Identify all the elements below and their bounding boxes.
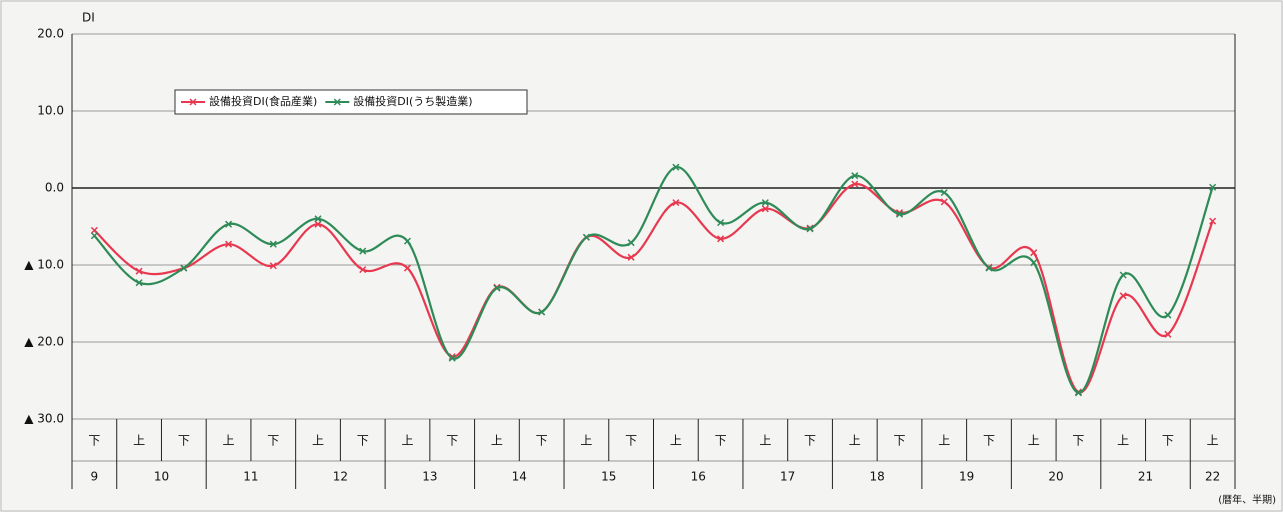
data-point	[940, 189, 948, 197]
data-point	[90, 232, 98, 240]
x-group-label: 13	[422, 470, 437, 484]
data-point	[493, 284, 501, 292]
data-point	[135, 267, 143, 275]
legend-label: 設備投資DI(食品産業)	[209, 94, 317, 108]
legend-box	[174, 89, 528, 115]
x-tick-label: 下	[1072, 434, 1084, 448]
data-point	[940, 198, 948, 206]
legend-label: 設備投資DI(うち製造業)	[353, 94, 472, 108]
data-point	[314, 215, 322, 223]
x-group-label: 19	[959, 470, 974, 484]
x-group-label: 9	[91, 470, 99, 484]
y-axis-label: DI	[82, 11, 95, 25]
data-point	[806, 225, 814, 233]
x-tick-label: 下	[446, 434, 458, 448]
x-tick-label: 上	[491, 434, 503, 448]
x-tick-label: 下	[536, 434, 548, 448]
data-point	[985, 264, 993, 272]
data-point	[403, 264, 412, 272]
data-point	[627, 239, 635, 247]
data-point	[672, 163, 680, 171]
legend-marker	[333, 98, 341, 106]
x-tick-label: 上	[1117, 434, 1129, 448]
data-point	[314, 220, 322, 228]
data-point	[269, 240, 277, 248]
data-point	[403, 237, 412, 245]
data-point	[1209, 183, 1217, 191]
data-point	[269, 262, 277, 270]
x-tick-label: 下	[88, 434, 100, 448]
data-point	[135, 279, 143, 287]
x-tick-label: 下	[894, 434, 906, 448]
data-point	[672, 199, 680, 207]
x-group-label: 12	[333, 470, 348, 484]
y-tick-label: ▲ 30.0	[24, 412, 64, 426]
data-point	[1030, 249, 1038, 257]
x-group-label: 11	[243, 470, 258, 484]
data-point	[761, 205, 769, 213]
y-tick-label: 0.0	[45, 181, 64, 195]
data-point	[1209, 217, 1217, 225]
x-tick-label: 上	[312, 434, 324, 448]
x-tick-label: 下	[178, 434, 190, 448]
y-tick-label: 20.0	[37, 27, 64, 41]
data-point	[1164, 311, 1172, 319]
x-group-label: 16	[691, 470, 706, 484]
x-tick-label: 上	[401, 434, 413, 448]
data-point	[225, 240, 233, 248]
x-tick-label: 上	[759, 434, 771, 448]
data-point	[895, 210, 904, 218]
x-tick-label: 上	[1028, 434, 1040, 448]
x-group-label: 20	[1048, 470, 1063, 484]
x-tick-label: 下	[1162, 434, 1174, 448]
data-point	[180, 264, 188, 272]
x-group-label: 14	[512, 470, 527, 484]
x-group-label: 10	[154, 470, 169, 484]
x-tick-label: 上	[580, 434, 592, 448]
x-group-label: 21	[1138, 470, 1153, 484]
x-tick-label: 下	[625, 434, 637, 448]
x-group-label: 22	[1205, 470, 1220, 484]
x-axis-note: (暦年、半期)	[1218, 493, 1276, 506]
x-tick-label: 下	[804, 434, 816, 448]
x-tick-label: 上	[223, 434, 235, 448]
data-point	[1119, 292, 1127, 300]
x-tick-label: 上	[938, 434, 950, 448]
x-group-label: 17	[780, 470, 795, 484]
x-tick-label: 下	[357, 434, 369, 448]
data-point	[90, 226, 98, 234]
data-point	[359, 266, 367, 274]
data-point	[851, 180, 859, 188]
data-point	[627, 253, 635, 261]
data-point	[1074, 389, 1082, 397]
data-point	[851, 172, 859, 180]
data-point	[359, 247, 367, 255]
y-tick-label: ▲ 10.0	[24, 258, 64, 272]
data-point	[582, 233, 590, 241]
x-group-label: 18	[870, 470, 885, 484]
x-tick-label: 下	[715, 434, 727, 448]
x-group-label: 15	[601, 470, 616, 484]
data-point	[225, 220, 233, 228]
data-point	[717, 235, 725, 243]
legend-marker	[189, 98, 197, 106]
x-tick-label: 上	[849, 434, 861, 448]
data-point	[1030, 259, 1038, 267]
x-tick-label: 下	[983, 434, 995, 448]
x-tick-label: 上	[670, 434, 682, 448]
x-tick-label: 上	[133, 434, 145, 448]
y-tick-label: ▲ 20.0	[24, 335, 64, 349]
data-point	[1119, 271, 1127, 279]
data-point	[717, 219, 725, 227]
x-tick-label: 下	[267, 434, 279, 448]
data-point	[761, 199, 769, 207]
data-point	[538, 308, 546, 316]
x-tick-label: 上	[1207, 434, 1219, 448]
y-tick-label: 10.0	[37, 104, 64, 118]
data-point	[448, 354, 456, 362]
data-point	[1164, 330, 1172, 338]
